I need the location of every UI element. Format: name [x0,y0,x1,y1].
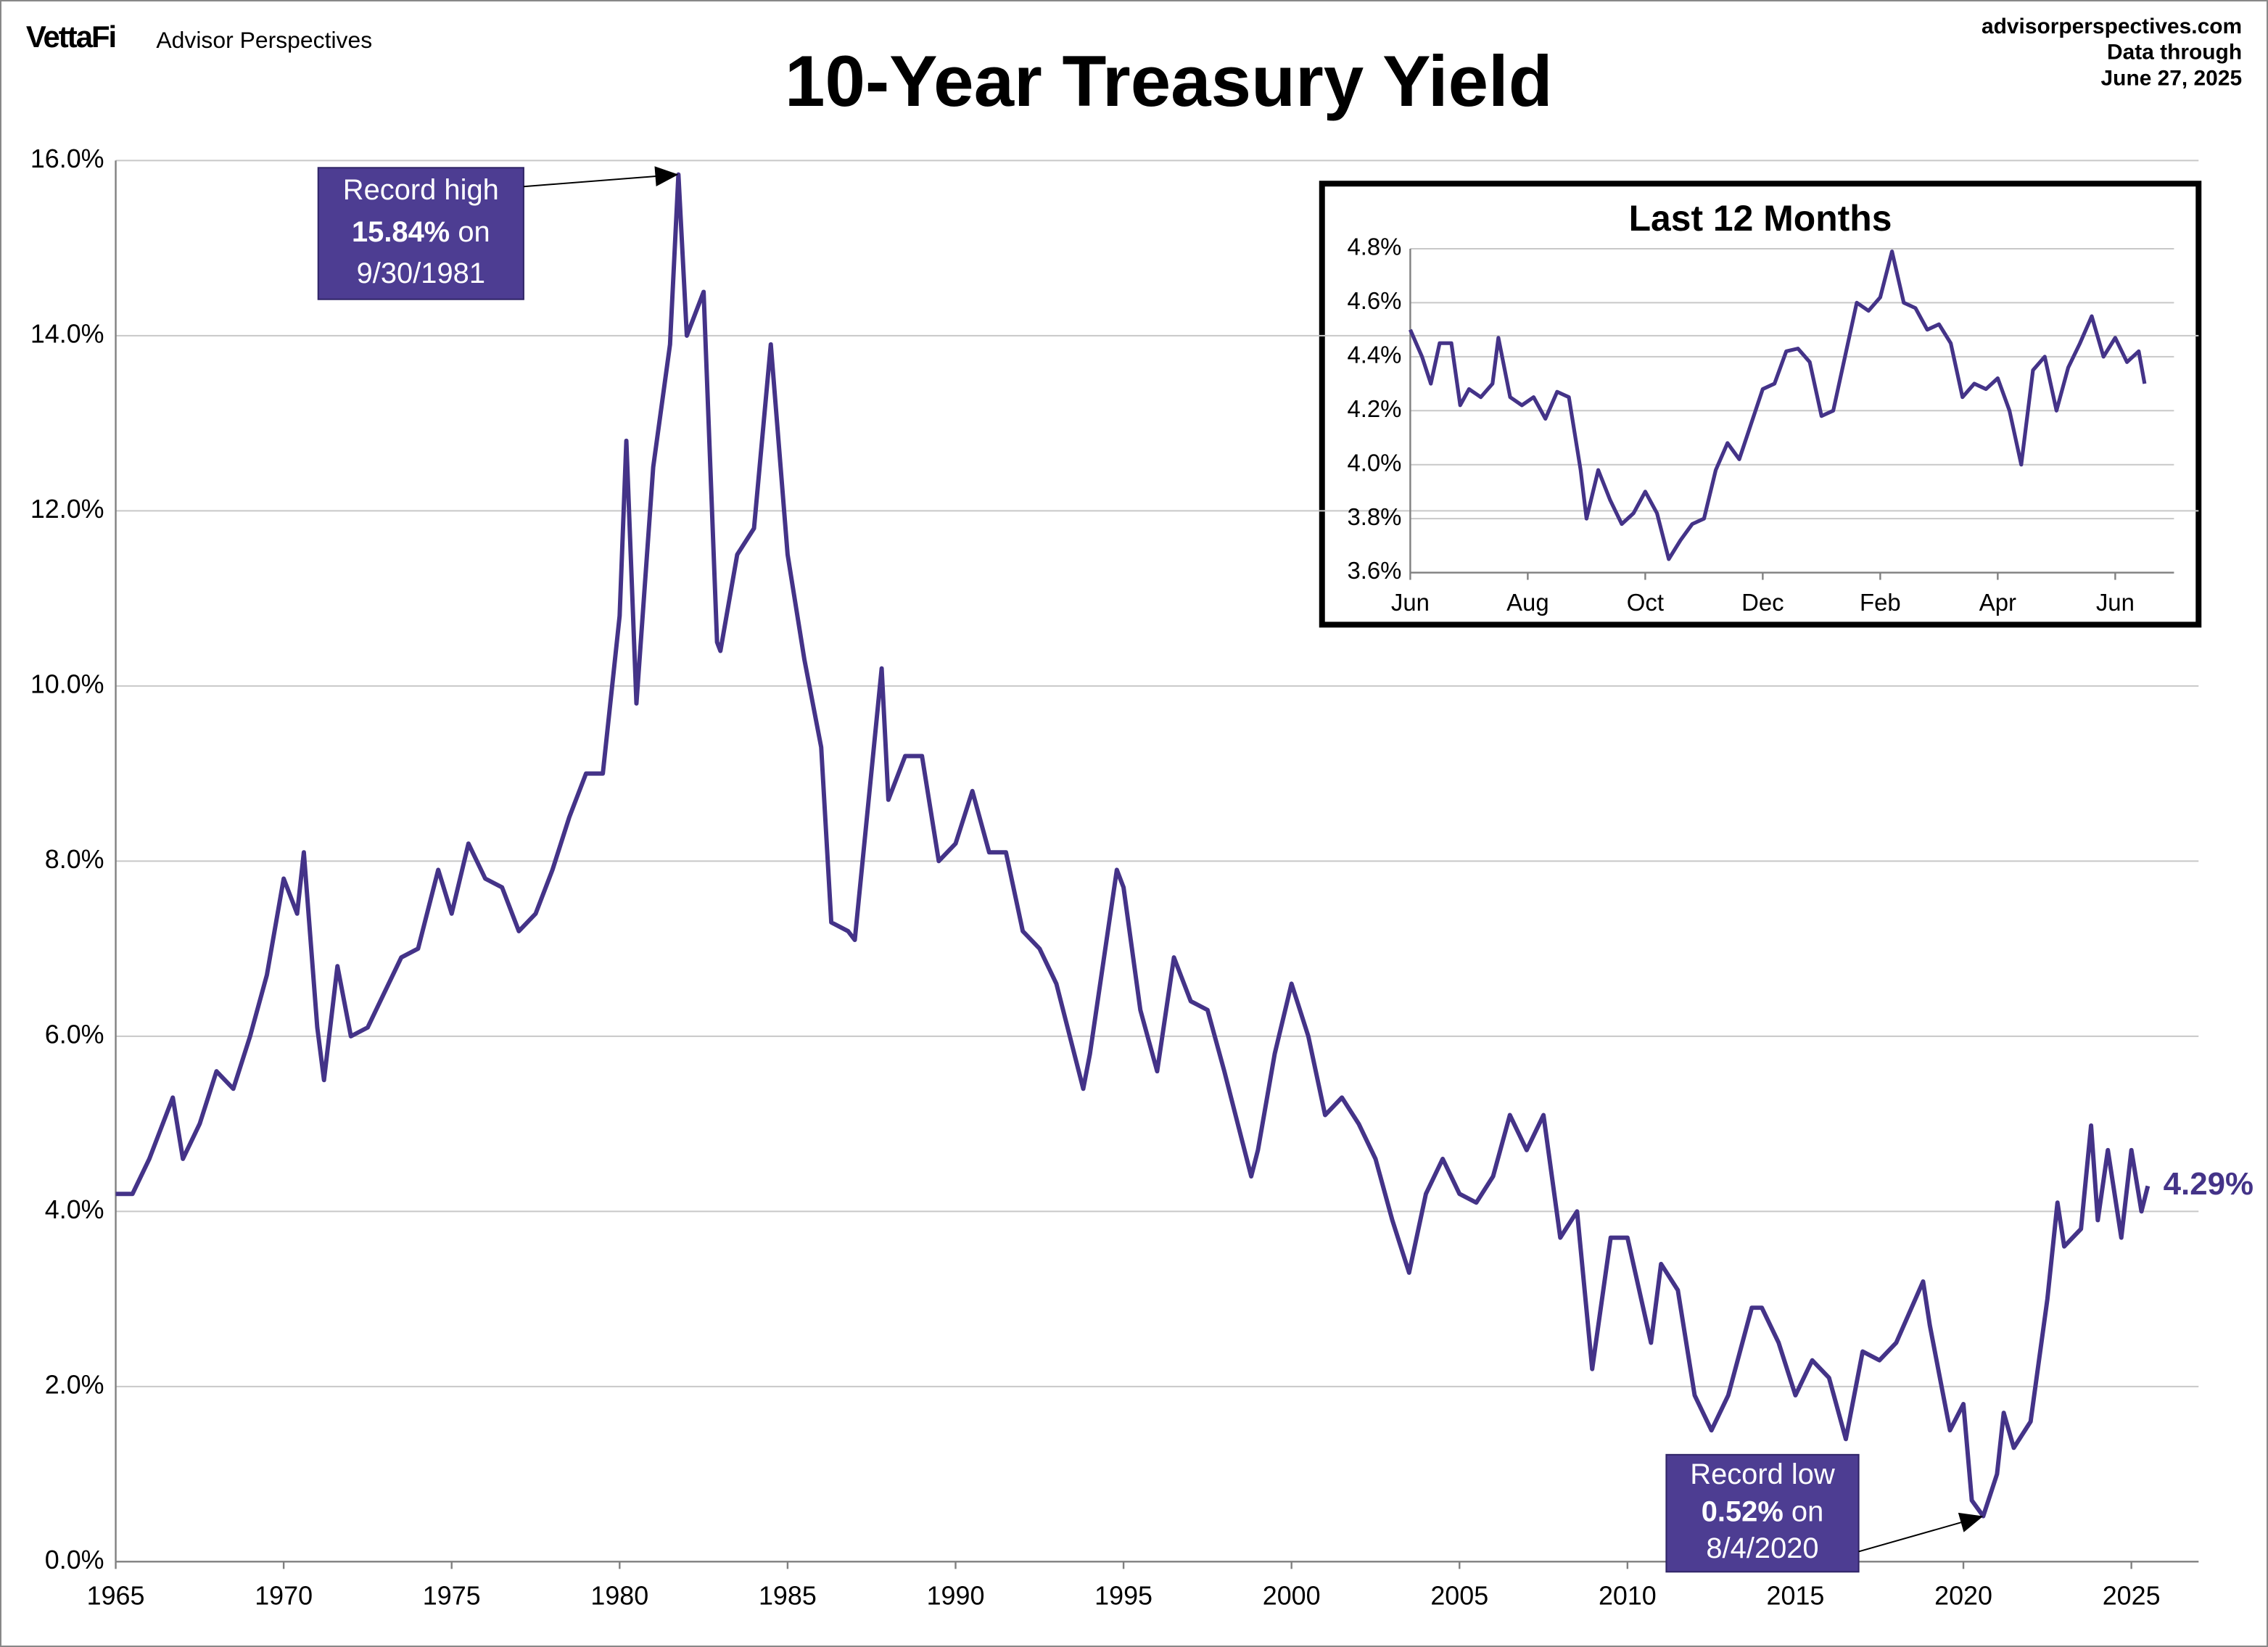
x-tick-label: 1990 [927,1582,985,1611]
x-tick-label: 2015 [1767,1582,1825,1611]
annotation-arrow [523,175,659,188]
line-series [1409,249,2147,561]
brand: Advisor Perspectives [156,27,372,53]
annotation-date: 9/30/1981 [357,257,485,289]
y-tick-label: 2.0% [45,1370,104,1399]
x-tick-label: Feb [1860,589,1901,616]
arrow-head [1958,1512,1984,1532]
x-tick-label: 2000 [1263,1582,1321,1611]
x-tick-label: Jun [2096,589,2135,616]
x-tick-label: Dec [1741,589,1784,616]
x-tick-label: Aug [1506,589,1549,616]
y-tick-label: 14.0% [30,319,104,348]
y-tick-label: 4.2% [1347,395,1401,422]
y-tick-label: 4.0% [45,1195,104,1224]
chart-title: 10-Year Treasury Yield [785,41,1553,122]
x-tick-label: Apr [1979,589,2016,616]
x-tick-label: 1970 [255,1582,313,1611]
annotation-text: Record low [1690,1458,1835,1490]
y-tick-label: 4.0% [1347,449,1401,476]
site: advisorperspectives.com [1982,15,2242,38]
annotation-text: Record high [343,174,499,206]
x-tick-label: 1985 [759,1582,817,1611]
x-tick-label: 1995 [1094,1582,1152,1611]
y-tick-label: 4.6% [1347,287,1401,314]
x-tick-label: 2025 [2103,1582,2161,1611]
y-tick-label: 12.0% [30,495,104,524]
annotation-arrow [1858,1521,1964,1553]
annotation-number: 0.52% [1702,1495,1784,1527]
x-tick-label: Jun [1391,589,1430,616]
y-tick-label: 3.8% [1347,503,1401,530]
annotation-suffix: on [450,216,490,248]
y-tick-label: 0.0% [45,1545,104,1574]
x-tick-label: 1975 [423,1582,481,1611]
annotation-value: 0.52% on [1702,1495,1824,1527]
annotation-date: 8/4/2020 [1706,1532,1818,1564]
arrow-head [654,166,679,187]
annotation-suffix: on [1784,1495,1823,1527]
x-tick-label: 2020 [1934,1582,1992,1611]
x-tick-label: 2005 [1430,1582,1488,1611]
inset-frame [1319,181,2202,628]
x-tick-label: Oct [1627,589,1664,616]
y-tick-label: 10.0% [30,669,104,698]
y-tick-label: 4.8% [1347,234,1401,260]
annotation-box [1665,1453,1860,1573]
annotation-box [317,167,524,300]
line-series [115,172,2151,1519]
date: June 27, 2025 [2101,67,2243,91]
y-tick-label: 8.0% [45,845,104,874]
x-tick-label: 2010 [1599,1582,1657,1611]
x-tick-label: 1980 [590,1582,648,1611]
y-tick-label: 6.0% [45,1020,104,1049]
inset-title: Last 12 Months [1629,198,1892,239]
y-tick-label: 3.6% [1347,557,1401,584]
y-tick-label: 16.0% [30,144,104,173]
annotation-value: 15.84% on [352,216,490,248]
end-label: 4.29% [2164,1166,2253,1202]
y-tick-label: 4.4% [1347,342,1401,368]
x-tick-label: 1965 [87,1582,145,1611]
annotation-number: 15.84% [352,216,450,248]
data-through: Data through [2107,41,2242,65]
logo: VettaFi [26,20,115,54]
